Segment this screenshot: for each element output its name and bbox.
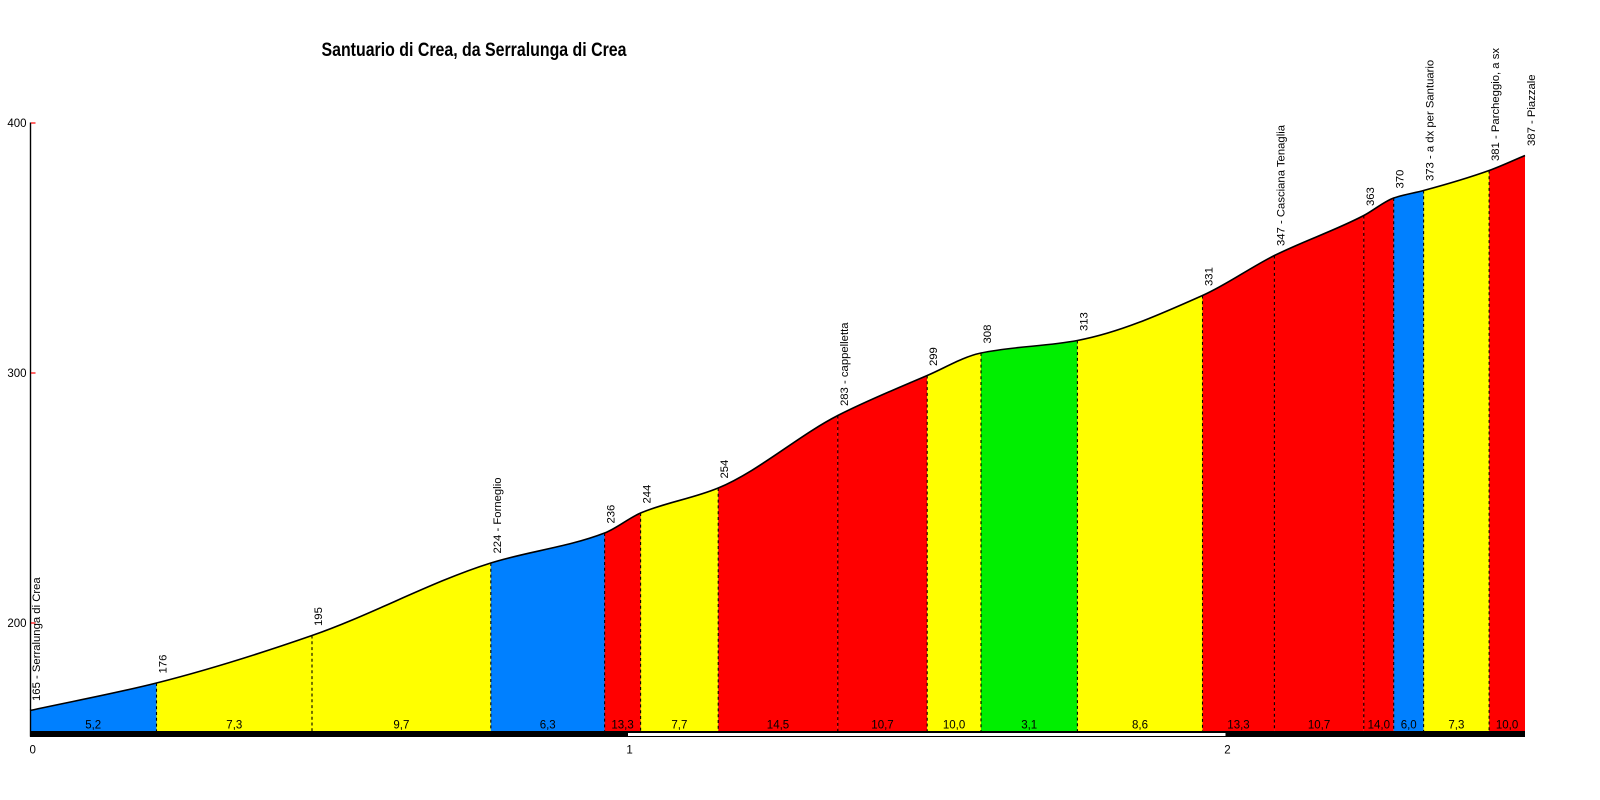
- svg-text:1: 1: [626, 745, 632, 757]
- svg-text:400: 400: [7, 118, 26, 130]
- svg-text:373 - a dx per Santuario: 373 - a dx per Santuario: [1425, 60, 1437, 181]
- svg-text:363: 363: [1365, 187, 1377, 206]
- svg-text:283 - cappelletta: 283 - cappelletta: [839, 322, 851, 406]
- svg-text:313: 313: [1078, 312, 1090, 331]
- svg-text:165 - Serralunga di Crea: 165 - Serralunga di Crea: [31, 577, 43, 701]
- svg-text:244: 244: [642, 485, 654, 504]
- svg-text:176: 176: [158, 655, 170, 674]
- svg-text:14,0: 14,0: [1368, 720, 1390, 732]
- svg-text:14,5: 14,5: [767, 720, 789, 732]
- svg-text:331: 331: [1204, 267, 1216, 286]
- svg-text:370: 370: [1395, 170, 1407, 189]
- svg-text:6,3: 6,3: [540, 720, 556, 732]
- svg-text:224 - Forneglio: 224 - Forneglio: [492, 478, 504, 554]
- svg-text:2: 2: [1224, 745, 1230, 757]
- svg-text:7,3: 7,3: [1448, 720, 1464, 732]
- svg-text:8,6: 8,6: [1132, 720, 1148, 732]
- svg-text:9,7: 9,7: [393, 720, 409, 732]
- svg-text:299: 299: [928, 347, 940, 366]
- svg-text:10,0: 10,0: [1496, 720, 1518, 732]
- svg-text:6,0: 6,0: [1401, 720, 1417, 732]
- svg-text:347 - Casciana Tenaglia: 347 - Casciana Tenaglia: [1275, 124, 1287, 246]
- svg-text:10,0: 10,0: [943, 720, 965, 732]
- svg-text:308: 308: [982, 325, 994, 344]
- svg-text:10,7: 10,7: [871, 720, 893, 732]
- svg-text:195: 195: [313, 607, 325, 626]
- svg-text:10,7: 10,7: [1308, 720, 1330, 732]
- svg-text:3,1: 3,1: [1021, 720, 1037, 732]
- svg-text:0: 0: [30, 745, 36, 757]
- svg-text:254: 254: [719, 460, 731, 479]
- svg-text:5,2: 5,2: [85, 720, 101, 732]
- svg-text:7,3: 7,3: [226, 720, 242, 732]
- svg-text:200: 200: [7, 618, 26, 630]
- svg-text:Santuario di Crea, da Serralun: Santuario di Crea, da Serralunga di Crea: [322, 39, 627, 61]
- svg-text:387 - Piazzale: 387 - Piazzale: [1526, 74, 1538, 146]
- svg-text:13,3: 13,3: [1227, 720, 1249, 732]
- svg-text:7,7: 7,7: [671, 720, 687, 732]
- svg-text:13,3: 13,3: [611, 720, 633, 732]
- svg-text:300: 300: [7, 368, 26, 380]
- svg-text:236: 236: [606, 505, 618, 524]
- svg-text:381 - Parcheggio, a sx: 381 - Parcheggio, a sx: [1490, 48, 1502, 161]
